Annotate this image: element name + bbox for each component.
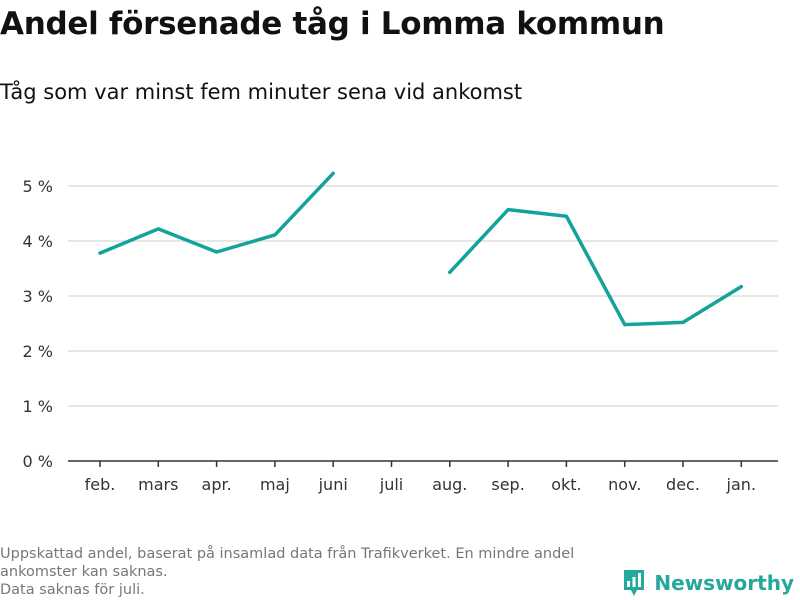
y-axis-ticks: 0 % 1 % 2 % 3 % 4 % 5 % [23, 177, 53, 471]
y-tick-label: 0 % [23, 452, 53, 471]
footnote-source: Uppskattad andel, baserat på insamlad da… [0, 546, 575, 580]
data-point [215, 250, 219, 254]
x-tick-label: dec. [666, 475, 700, 494]
series-line-segment [448, 207, 744, 327]
x-axis-ticks: feb. mars apr. maj juni juli aug. sep. okt. nov. d… [85, 461, 756, 494]
x-tick-label: feb. [85, 475, 116, 494]
data-point [448, 270, 452, 274]
data-point [273, 233, 277, 237]
data-point [156, 227, 160, 231]
x-tick-label: nov. [608, 475, 641, 494]
data-point [739, 285, 743, 289]
y-tick-label: 4 % [23, 232, 53, 251]
data-point [506, 208, 510, 212]
x-tick-label: okt. [551, 475, 581, 494]
data-point [564, 214, 568, 218]
data-point [98, 251, 102, 255]
x-tick-label: apr. [202, 475, 232, 494]
x-tick-label: aug. [432, 475, 467, 494]
x-tick-label: maj [260, 475, 290, 494]
x-tick-label: jan. [726, 475, 756, 494]
brand-name: Newsworthy [654, 571, 794, 595]
x-tick-label: juli [379, 475, 403, 494]
series-lines [98, 171, 744, 327]
brand-logo: Newsworthy [622, 568, 794, 598]
x-tick-label: mars [138, 475, 178, 494]
x-tick-label: sep. [491, 475, 524, 494]
footnote: Uppskattad andel, baserat på insamlad da… [0, 545, 640, 599]
grid-lines [68, 185, 778, 462]
chart-title: Andel försenade tåg i Lomma kommun [0, 6, 665, 42]
data-point [331, 171, 335, 175]
data-point [623, 323, 627, 327]
footnote-missing-data: Data saknas för juli. [0, 582, 145, 598]
data-point [681, 320, 685, 324]
y-tick-label: 2 % [23, 342, 53, 361]
y-tick-label: 1 % [23, 397, 53, 416]
x-tick-label: juni [318, 475, 348, 494]
y-tick-label: 3 % [23, 287, 53, 306]
y-tick-label: 5 % [23, 177, 53, 196]
chart-subtitle: Tåg som var minst fem minuter sena vid a… [0, 80, 523, 104]
newsworthy-logo-icon [624, 570, 645, 596]
